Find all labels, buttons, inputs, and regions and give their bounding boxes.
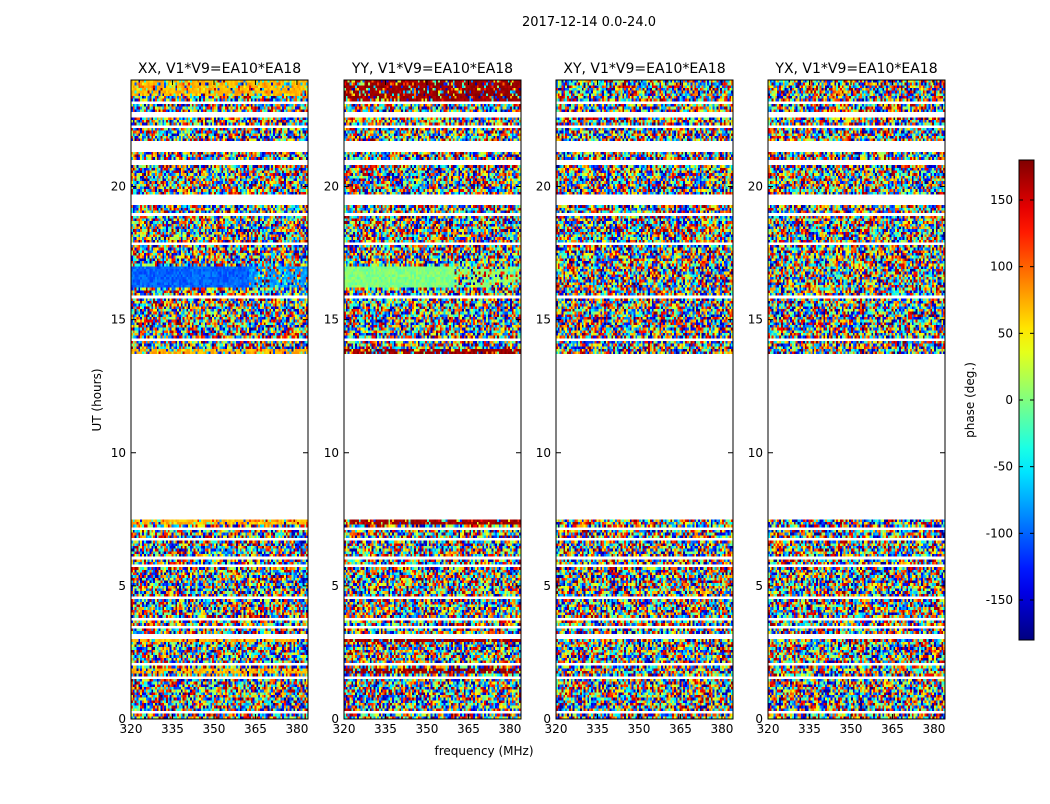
x-tick-label: 335 <box>161 722 184 736</box>
heatmap-image <box>131 80 308 719</box>
y-tick-label: 10 <box>536 446 551 460</box>
y-tick-label: 15 <box>536 313 551 327</box>
colorbar-tick-label: 0 <box>1005 393 1013 407</box>
x-tick-label: 380 <box>285 722 308 736</box>
x-tick-label: 365 <box>669 722 692 736</box>
panel-title: XX, V1*V9=EA10*EA18 <box>138 61 301 77</box>
heatmap-image <box>344 80 521 719</box>
x-tick-label: 365 <box>881 722 904 736</box>
figure-title: 2017-12-14 0.0-24.0 <box>522 15 656 30</box>
x-tick-label: 350 <box>416 722 439 736</box>
y-tick-label: 20 <box>748 180 763 194</box>
y-tick-label: 20 <box>536 180 551 194</box>
panel-title: YY, V1*V9=EA10*EA18 <box>351 61 513 77</box>
y-tick-label: 0 <box>543 712 551 726</box>
x-tick-label: 365 <box>457 722 480 736</box>
figure-svg: 2017-12-14 0.0-24.0 frequency (MHz) UT (… <box>0 0 1050 800</box>
y-tick-label: 0 <box>755 712 763 726</box>
y-tick-label: 15 <box>111 313 126 327</box>
y-tick-label: 0 <box>331 712 339 726</box>
figure: 2017-12-14 0.0-24.0 frequency (MHz) UT (… <box>0 0 1050 800</box>
y-tick-label: 15 <box>748 313 763 327</box>
y-tick-label: 0 <box>118 712 126 726</box>
y-tick-label: 5 <box>118 579 126 593</box>
colorbar-label: phase (deg.) <box>963 362 977 438</box>
y-tick-label: 20 <box>324 180 339 194</box>
x-tick-label: 350 <box>203 722 226 736</box>
colorbar: phase (deg.) 150 100 50 0 -50 -100 -150 <box>963 160 1034 640</box>
x-tick-label: 365 <box>244 722 267 736</box>
x-tick-label: 335 <box>586 722 609 736</box>
x-tick-label: 380 <box>710 722 733 736</box>
y-tick-label: 5 <box>755 579 763 593</box>
colorbar-tick-label: -100 <box>986 526 1013 540</box>
y-tick-label: 10 <box>748 446 763 460</box>
heatmap-image <box>556 80 733 719</box>
y-tick-label: 15 <box>324 313 339 327</box>
colorbar-tick-label: 150 <box>990 193 1013 207</box>
x-axis-label: frequency (MHz) <box>434 744 533 758</box>
panel-title: XY, V1*V9=EA10*EA18 <box>563 61 725 77</box>
y-tick-label: 5 <box>331 579 339 593</box>
colorbar-tick-label: 100 <box>990 260 1013 274</box>
heatmap-image <box>768 80 945 719</box>
y-tick-label: 5 <box>543 579 551 593</box>
y-tick-label: 10 <box>111 446 126 460</box>
x-tick-label: 335 <box>374 722 397 736</box>
y-axis-label: UT (hours) <box>90 368 104 431</box>
colorbar-tick-label: -150 <box>986 593 1013 607</box>
y-tick-label: 20 <box>111 180 126 194</box>
x-tick-label: 350 <box>628 722 651 736</box>
colorbar-tick-label: 50 <box>998 326 1013 340</box>
x-tick-label: 380 <box>498 722 521 736</box>
colorbar-tick-label: -50 <box>993 460 1013 474</box>
x-tick-label: 335 <box>798 722 821 736</box>
panel-title: YX, V1*V9=EA10*EA18 <box>774 61 937 77</box>
y-tick-label: 10 <box>324 446 339 460</box>
x-tick-label: 380 <box>922 722 945 736</box>
x-tick-label: 350 <box>840 722 863 736</box>
